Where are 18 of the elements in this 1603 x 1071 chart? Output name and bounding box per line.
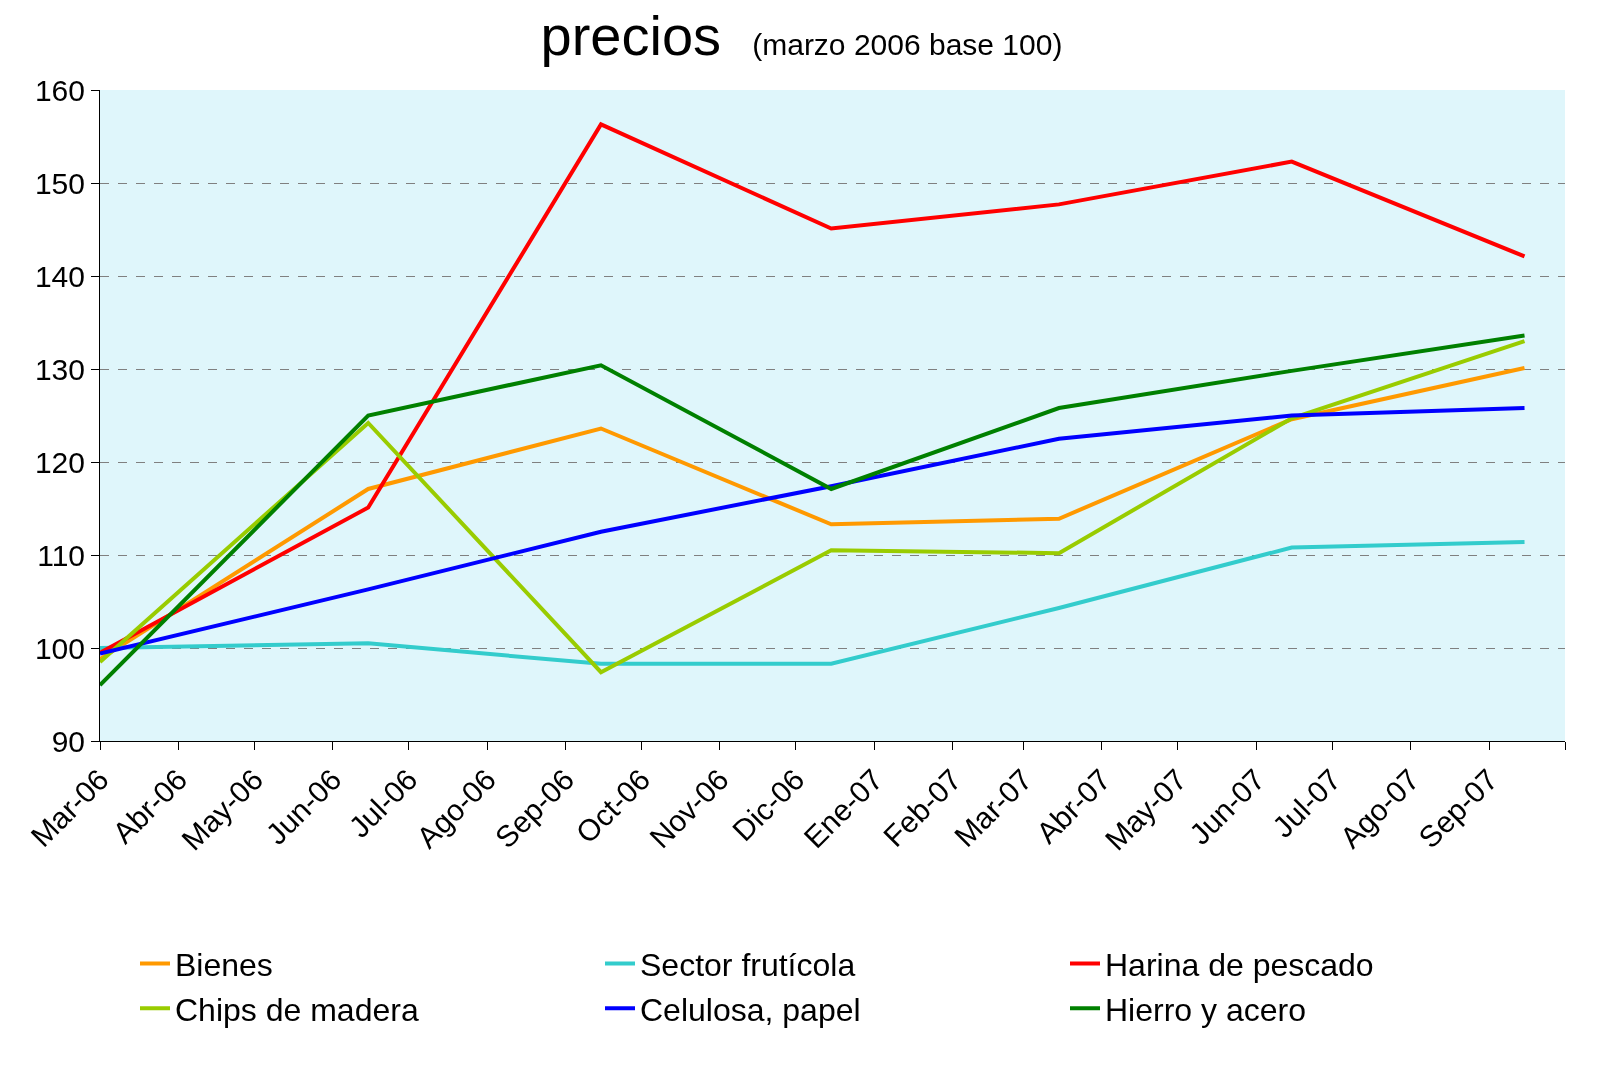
legend-label: Bienes [175, 947, 273, 984]
line-series [100, 539, 1527, 666]
y-tick-label: 100 [34, 631, 85, 665]
y-tick-label: 130 [34, 352, 85, 386]
legend-label: Sector frutícola [640, 947, 856, 984]
legend-label: Celulosa, papel [640, 991, 861, 1028]
chart-title: precios [540, 4, 722, 68]
y-tick-label: 140 [34, 259, 85, 293]
y-tick-label: 90 [51, 724, 85, 758]
chart-subtitle: (marzo 2006 base 100) [752, 28, 1063, 62]
y-tick-label: 150 [34, 166, 85, 200]
y-tick-label: 120 [34, 445, 85, 479]
legend-label: Chips de madera [175, 991, 419, 1028]
legend-label: Harina de pescado [1105, 947, 1374, 984]
y-tick-label: 110 [37, 538, 85, 572]
legend-label: Hierro y acero [1105, 991, 1306, 1028]
y-tick-label: 160 [34, 73, 85, 107]
line-series [100, 406, 1527, 656]
